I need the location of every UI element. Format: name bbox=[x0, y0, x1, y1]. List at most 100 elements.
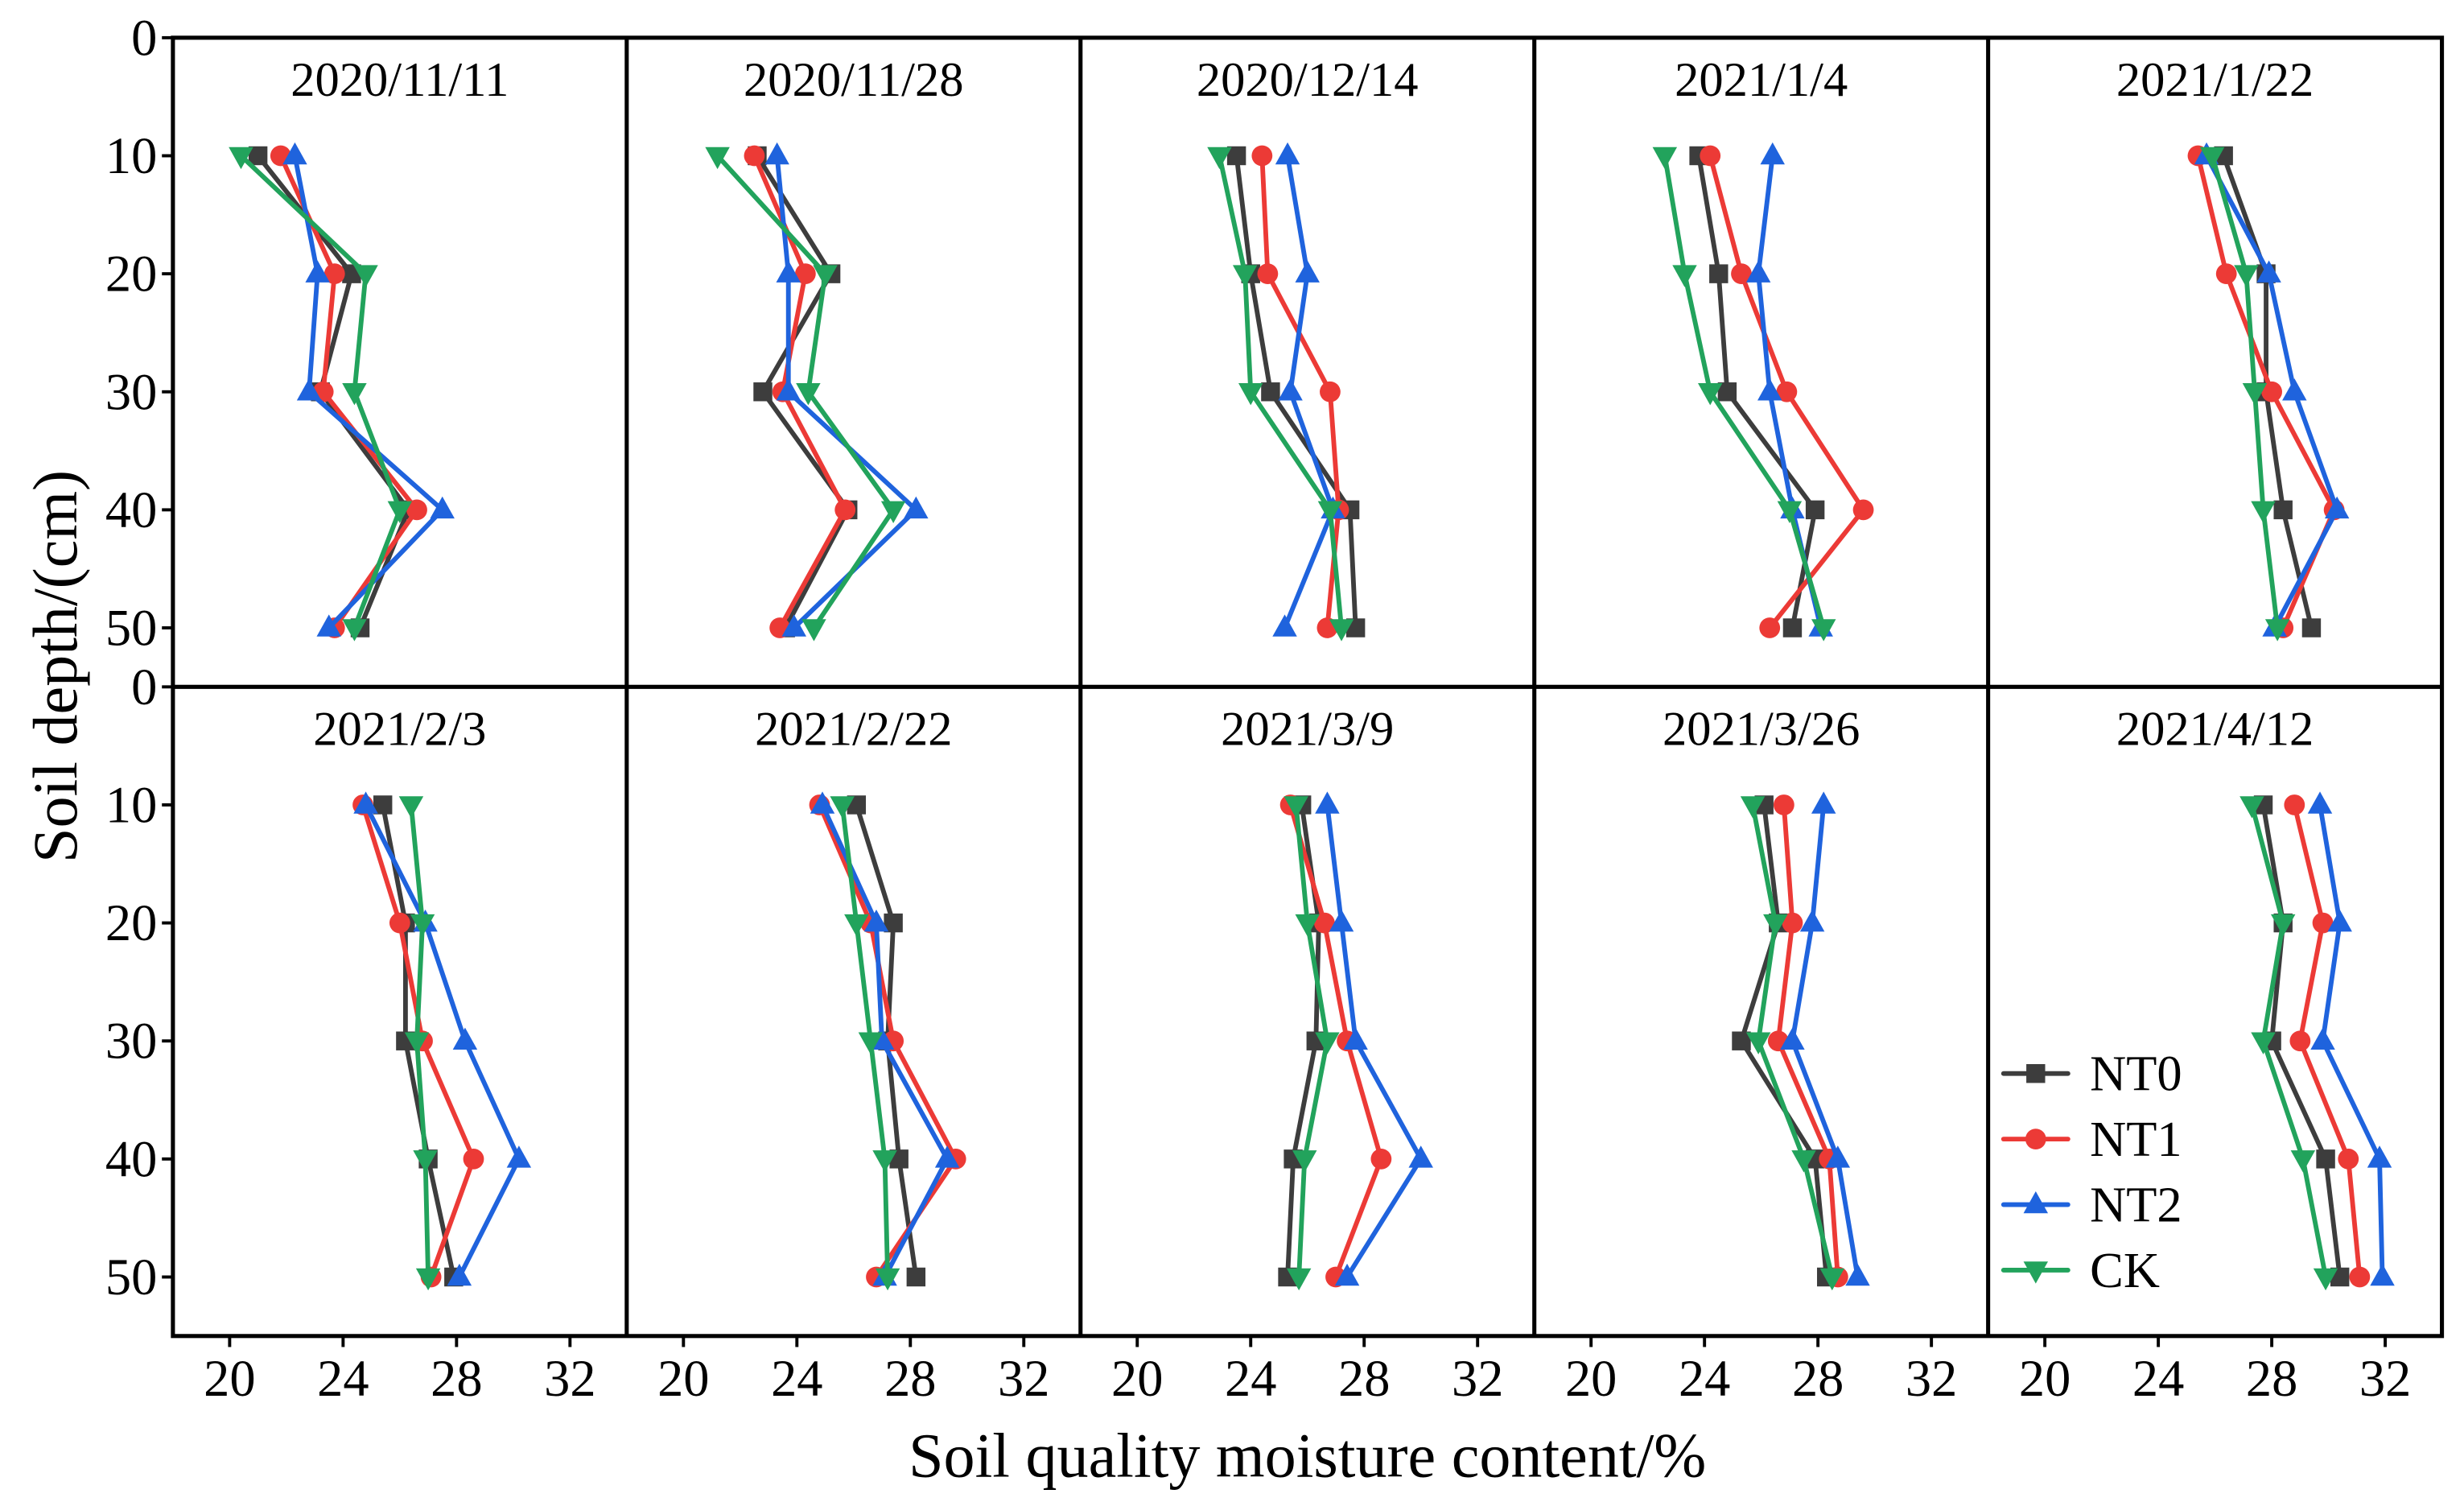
marker-ck-depth-30-panel-1 bbox=[342, 383, 367, 406]
marker-nt2-depth-10-panel-10 bbox=[2307, 791, 2333, 814]
marker-nt1-depth-10-panel-10 bbox=[2284, 794, 2305, 815]
marker-ck-depth-50-panel-2 bbox=[801, 619, 826, 642]
marker-nt2-depth-30-panel-10 bbox=[2310, 1027, 2335, 1050]
marker-nt1-depth-50-panel-4 bbox=[1759, 617, 1781, 638]
marker-nt1-depth-20-panel-2 bbox=[794, 263, 816, 285]
marker-ck-depth-30-panel-7 bbox=[858, 1032, 884, 1054]
marker-nt0-depth-30-panel-2 bbox=[753, 382, 773, 402]
marker-nt2-depth-10-panel-1 bbox=[282, 142, 307, 165]
marker-nt0-depth-20-panel-7 bbox=[884, 913, 903, 933]
marker-nt1-depth-30-panel-3 bbox=[1320, 381, 1341, 402]
panel-4-series bbox=[1652, 142, 1874, 642]
marker-nt1-depth-40-panel-8 bbox=[1370, 1148, 1392, 1170]
marker-ck-depth-50-panel-6 bbox=[415, 1268, 441, 1291]
marker-nt2-depth-30-panel-8 bbox=[1343, 1027, 1368, 1050]
x-tick-label-col-2-20: 20 bbox=[657, 1350, 709, 1407]
x-tick-label-col-2-24: 24 bbox=[771, 1350, 822, 1407]
panel-title-6: 2021/2/3 bbox=[313, 703, 486, 757]
legend-marker-nt2 bbox=[2023, 1190, 2049, 1214]
marker-nt2-depth-50-panel-2 bbox=[781, 614, 807, 637]
panel-5-series bbox=[2187, 142, 2350, 642]
marker-nt2-depth-20-panel-9 bbox=[1799, 909, 1825, 932]
marker-ck-depth-40-panel-9 bbox=[1791, 1150, 1816, 1173]
panel-6-series bbox=[352, 791, 532, 1291]
marker-nt1-depth-40-panel-2 bbox=[834, 499, 856, 521]
marker-nt1-depth-50-panel-10 bbox=[2349, 1266, 2371, 1288]
x-tick-label-col-3-24: 24 bbox=[1225, 1350, 1276, 1407]
marker-nt2-depth-50-panel-9 bbox=[1845, 1263, 1870, 1286]
y-tick-label-row-2-50: 50 bbox=[105, 1248, 157, 1306]
panel-title-1: 2020/11/11 bbox=[290, 53, 509, 107]
x-tick-label-col-1-20: 20 bbox=[204, 1350, 255, 1407]
panel-2-series bbox=[705, 142, 929, 642]
marker-nt1-depth-10-panel-3 bbox=[1251, 145, 1273, 167]
marker-ck-depth-40-panel-7 bbox=[872, 1150, 897, 1173]
marker-nt2-depth-30-panel-9 bbox=[1780, 1027, 1805, 1050]
marker-ck-depth-50-panel-7 bbox=[875, 1268, 900, 1291]
y-tick-label-row-2-20: 20 bbox=[105, 894, 157, 951]
y-axis-title: Soil depth/(cm) bbox=[20, 470, 90, 863]
marker-nt2-depth-10-panel-9 bbox=[1811, 791, 1836, 814]
marker-ck-depth-10-panel-6 bbox=[398, 796, 424, 819]
marker-nt1-depth-20-panel-1 bbox=[323, 263, 345, 285]
marker-ck-depth-20-panel-5 bbox=[2234, 265, 2259, 287]
legend: NT0 NT1 NT2 CK bbox=[2000, 1046, 2182, 1298]
x-tick-label-col-2-28: 28 bbox=[884, 1350, 936, 1407]
y-tick-label-row-1-50: 50 bbox=[105, 600, 157, 657]
marker-nt1-depth-30-panel-10 bbox=[2289, 1030, 2311, 1052]
panel-titles: 2020/11/11 2020/11/28 2020/12/14 2021/1/4 20… bbox=[290, 53, 2314, 756]
marker-ck-depth-20-panel-7 bbox=[844, 914, 869, 937]
marker-nt2-depth-30-panel-3 bbox=[1278, 378, 1303, 401]
marker-nt0-depth-30-panel-3 bbox=[1261, 382, 1280, 402]
marker-nt0-depth-10-panel-6 bbox=[373, 795, 393, 815]
y-tick-label-row-1-40: 40 bbox=[105, 481, 157, 538]
marker-ck-depth-20-panel-6 bbox=[410, 914, 435, 937]
marker-ck-depth-50-panel-1 bbox=[342, 619, 367, 642]
marker-ck-depth-50-panel-5 bbox=[2264, 619, 2290, 642]
marker-ck-depth-30-panel-4 bbox=[1697, 383, 1723, 406]
marker-nt1-depth-40-panel-6 bbox=[463, 1148, 484, 1170]
marker-nt2-depth-50-panel-1 bbox=[316, 614, 341, 637]
marker-nt0-depth-50-panel-5 bbox=[2301, 618, 2322, 638]
marker-nt2-depth-30-panel-6 bbox=[452, 1027, 478, 1050]
legend-label-nt0: NT0 bbox=[2090, 1046, 2182, 1102]
marker-ck-depth-50-panel-9 bbox=[1819, 1268, 1845, 1291]
marker-ck-depth-40-panel-5 bbox=[2251, 501, 2276, 523]
series-line-nt2-panel-2 bbox=[774, 153, 919, 630]
x-tick-label-col-2-32: 32 bbox=[998, 1350, 1049, 1407]
x-tick-label-col-5-28: 28 bbox=[2246, 1350, 2297, 1407]
marker-ck-depth-20-panel-2 bbox=[813, 265, 838, 287]
y-tick-label-row-2-10: 10 bbox=[105, 776, 157, 833]
marker-nt1-depth-40-panel-4 bbox=[1852, 499, 1874, 521]
marker-ck-depth-10-panel-9 bbox=[1740, 796, 1766, 819]
marker-nt2-depth-10-panel-7 bbox=[810, 791, 835, 814]
x-tick-label-col-1-28: 28 bbox=[431, 1350, 482, 1407]
marker-nt0-depth-50-panel-7 bbox=[906, 1267, 926, 1287]
marker-nt1-depth-40-panel-10 bbox=[2338, 1148, 2359, 1170]
marker-ck-depth-50-panel-4 bbox=[1811, 619, 1836, 642]
marker-ck-depth-20-panel-1 bbox=[353, 265, 378, 287]
marker-ck-depth-20-panel-8 bbox=[1295, 914, 1320, 937]
x-tick-label-col-5-32: 32 bbox=[2359, 1350, 2411, 1407]
marker-ck-depth-50-panel-3 bbox=[1329, 619, 1354, 642]
series-layer bbox=[229, 142, 2395, 1291]
legend-label-nt1: NT1 bbox=[2090, 1111, 2182, 1167]
marker-nt0-depth-30-panel-9 bbox=[1732, 1031, 1751, 1050]
marker-nt1-depth-20-panel-9 bbox=[1782, 912, 1803, 934]
marker-nt2-depth-50-panel-8 bbox=[1334, 1263, 1360, 1286]
legend-marker-ck bbox=[2023, 1261, 2049, 1284]
panel-title-8: 2021/3/9 bbox=[1221, 703, 1394, 757]
marker-nt1-depth-20-panel-4 bbox=[1731, 263, 1752, 285]
marker-nt2-depth-20-panel-3 bbox=[1295, 260, 1320, 283]
y-tick-label-row-1-0: 0 bbox=[131, 9, 157, 66]
marker-ck-depth-20-panel-9 bbox=[1763, 914, 1788, 937]
marker-nt1-depth-20-panel-3 bbox=[1257, 263, 1279, 285]
marker-ck-depth-10-panel-5 bbox=[2199, 146, 2225, 170]
marker-nt1-depth-20-panel-5 bbox=[2215, 263, 2237, 285]
axes-layer bbox=[171, 35, 2445, 1339]
panel-3-series bbox=[1207, 142, 1366, 642]
x-tick-label-col-1-32: 32 bbox=[544, 1350, 595, 1407]
marker-ck-depth-20-panel-3 bbox=[1232, 265, 1258, 287]
